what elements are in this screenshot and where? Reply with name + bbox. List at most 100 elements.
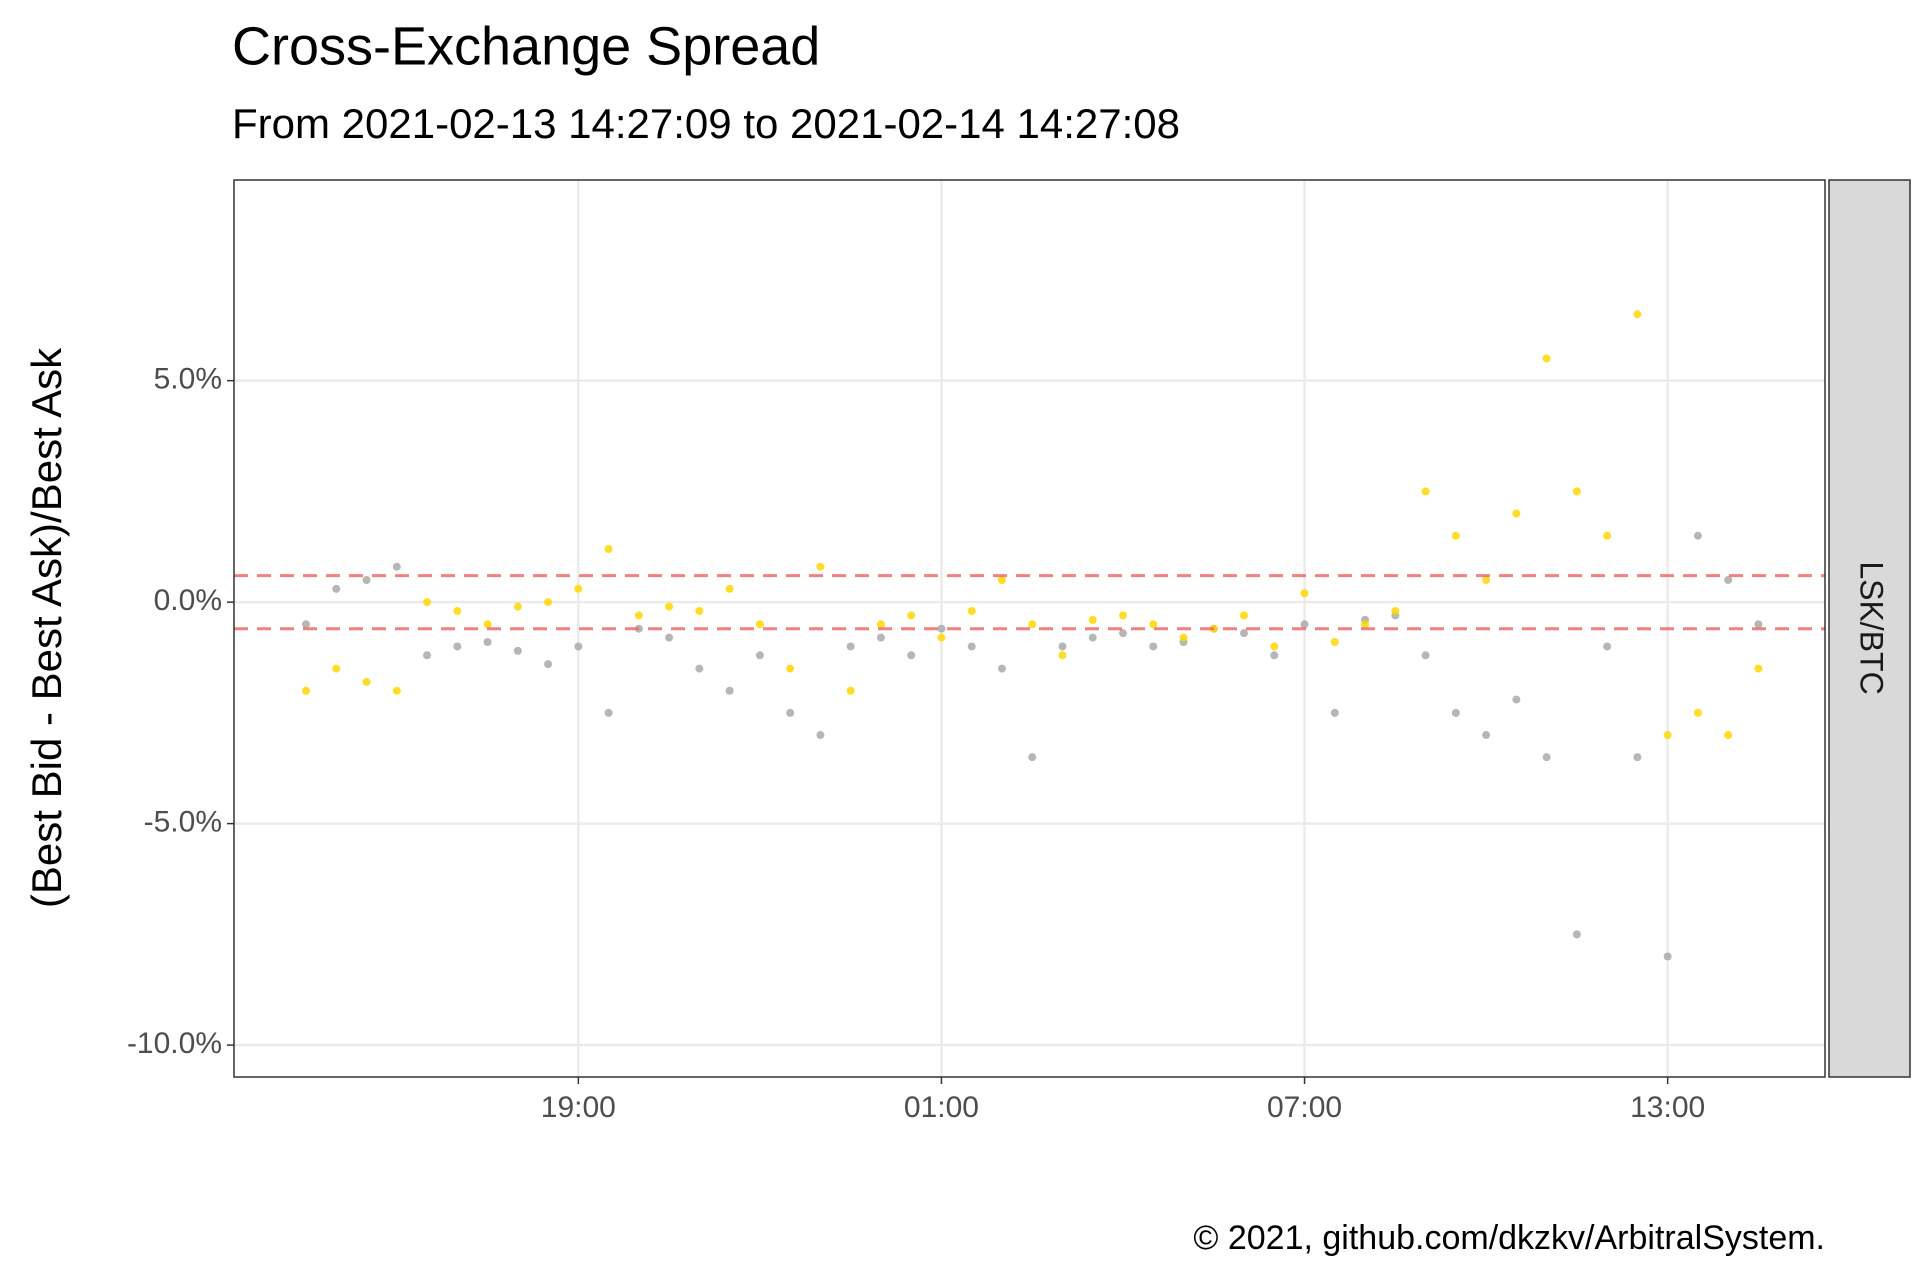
point (634, 611, 643, 620)
point (1724, 575, 1733, 584)
point (392, 686, 401, 695)
point (876, 620, 885, 629)
point (1240, 611, 1249, 620)
point (423, 598, 432, 607)
point (1118, 629, 1127, 638)
point (1603, 642, 1612, 651)
x-tick-label: 01:00 (904, 1091, 979, 1124)
point (453, 642, 462, 651)
point (1451, 531, 1460, 540)
point (1633, 310, 1642, 319)
point (1391, 607, 1400, 616)
x-tick-label: 13:00 (1630, 1091, 1705, 1124)
point (544, 598, 553, 607)
point (453, 607, 462, 616)
point (846, 686, 855, 695)
x-tick-label: 19:00 (541, 1091, 616, 1124)
point (574, 584, 583, 593)
point (604, 544, 613, 553)
point (665, 633, 674, 642)
point (1270, 651, 1279, 660)
point (302, 686, 311, 695)
point (392, 562, 401, 571)
point (1572, 930, 1581, 939)
point (755, 620, 764, 629)
point (967, 607, 976, 616)
chart-title: Cross-Exchange Spread (232, 16, 820, 76)
point (1240, 629, 1249, 638)
point (1421, 487, 1430, 496)
point (997, 664, 1006, 673)
point (1058, 651, 1067, 660)
point (786, 664, 795, 673)
point (1058, 642, 1067, 651)
point (997, 575, 1006, 584)
point (695, 664, 704, 673)
point (1421, 651, 1430, 660)
point (1300, 620, 1309, 629)
point (1542, 753, 1551, 762)
x-tick-label: 07:00 (1267, 1091, 1342, 1124)
point (1028, 620, 1037, 629)
point (937, 624, 946, 633)
point (1572, 487, 1581, 496)
point (1451, 708, 1460, 717)
y-tick-label: 5.0% (154, 363, 222, 396)
point (332, 584, 341, 593)
facet-strip (1828, 179, 1911, 1078)
point (302, 620, 311, 629)
y-tick-label: -5.0% (144, 806, 222, 839)
point (967, 642, 976, 651)
point (1633, 753, 1642, 762)
point (332, 664, 341, 673)
point (1149, 642, 1158, 651)
point (1512, 695, 1521, 704)
point (1482, 575, 1491, 584)
point (1028, 753, 1037, 762)
point (1088, 615, 1097, 624)
point (1179, 633, 1188, 642)
point (1088, 633, 1097, 642)
caption: © 2021, github.com/dkzkv/ArbitralSystem. (1193, 1219, 1825, 1257)
point (1300, 589, 1309, 598)
plot-border (233, 179, 1826, 1078)
point (1693, 531, 1702, 540)
point (937, 633, 946, 642)
point (1754, 620, 1763, 629)
point (1693, 708, 1702, 717)
point (1724, 731, 1733, 740)
y-tick-label: -10.0% (127, 1027, 222, 1060)
point (816, 562, 825, 571)
point (1149, 620, 1158, 629)
point (1330, 638, 1339, 647)
y-axis-title: (Best Bid - Best Ask)/Best Ask (23, 347, 70, 908)
point (695, 607, 704, 616)
point (362, 575, 371, 584)
point (1603, 531, 1612, 540)
chart-subtitle: From 2021-02-13 14:27:09 to 2021-02-14 1… (232, 100, 1180, 147)
point (423, 651, 432, 660)
point (513, 646, 522, 655)
point (604, 708, 613, 717)
point (483, 620, 492, 629)
point (544, 660, 553, 669)
point (1754, 664, 1763, 673)
point (574, 642, 583, 651)
point (816, 731, 825, 740)
point (725, 686, 734, 695)
point (907, 651, 916, 660)
facet-label: LSK/BTC (1854, 561, 1890, 694)
point (876, 633, 885, 642)
point (1482, 731, 1491, 740)
point (1330, 708, 1339, 717)
point (1361, 620, 1370, 629)
point (362, 677, 371, 686)
point (1270, 642, 1279, 651)
point (1663, 952, 1672, 961)
point (1542, 354, 1551, 363)
point (907, 611, 916, 620)
point (725, 584, 734, 593)
point (846, 642, 855, 651)
